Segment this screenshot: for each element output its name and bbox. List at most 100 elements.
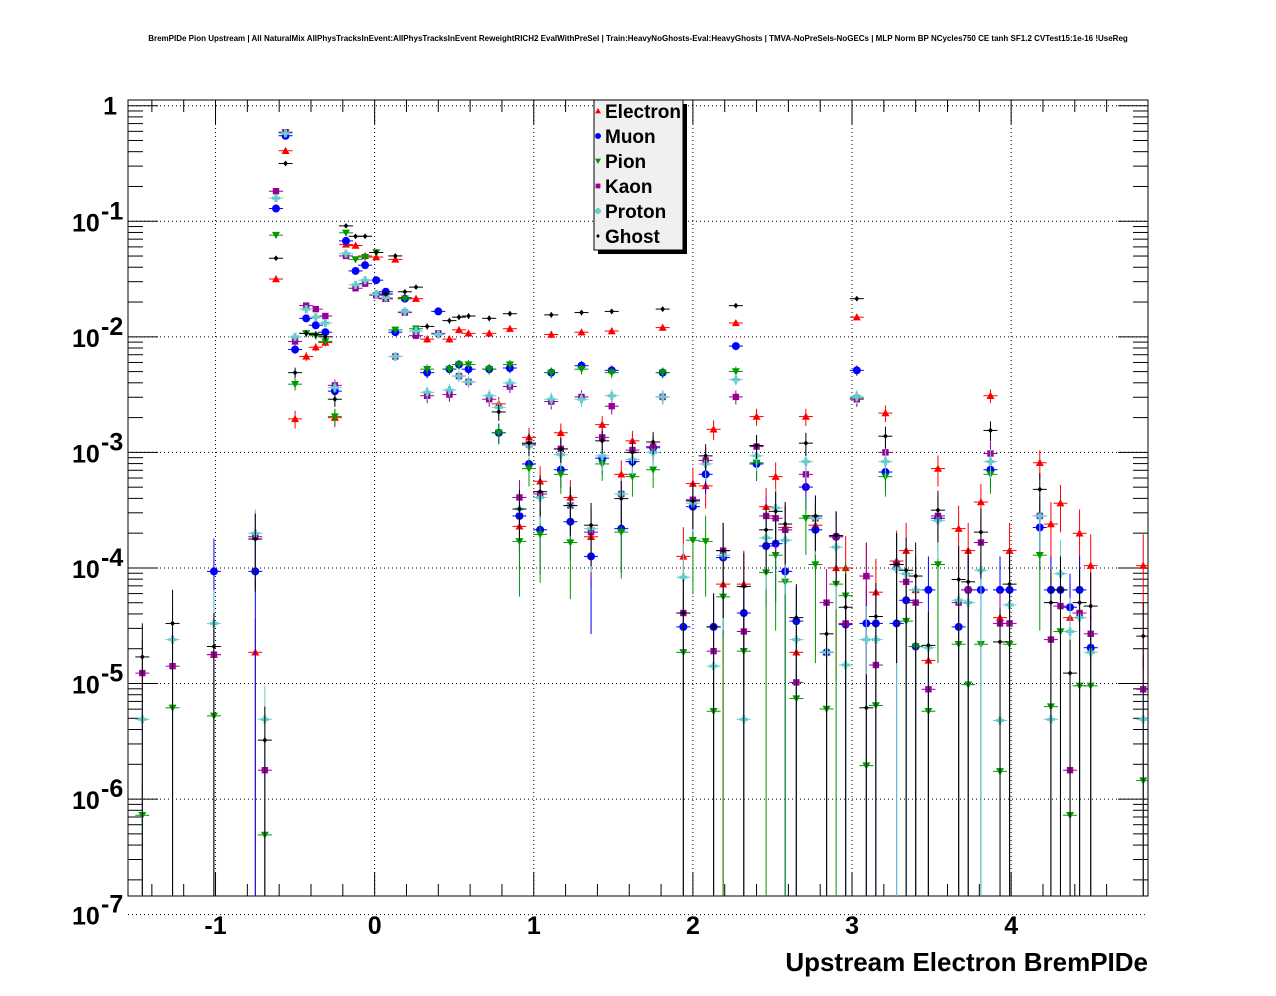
data-point-ghost: [292, 369, 298, 376]
data-point-ghost: [997, 639, 1003, 645]
data-point-pion: [400, 295, 409, 303]
data-point-electron: [752, 412, 761, 420]
x-tick-label: 4: [1004, 912, 1018, 940]
data-point-pion: [423, 365, 432, 374]
y-tick-label: 1: [103, 93, 117, 121]
data-point-ghost: [413, 284, 419, 290]
data-point-electron: [771, 472, 780, 480]
data-point-pion: [577, 365, 586, 374]
data-point-pion: [485, 365, 494, 374]
data-point-ghost: [517, 506, 522, 512]
data-point-ghost: [1037, 486, 1043, 493]
data-point-proton: [381, 293, 390, 302]
data-point-pion: [505, 361, 514, 369]
y-tick-label: 10: [72, 787, 100, 815]
y-tick-label: 10: [72, 672, 100, 700]
data-point-proton: [679, 573, 688, 582]
data-point-electron: [1046, 520, 1055, 528]
data-point-electron: [658, 323, 667, 331]
data-point-pion: [351, 256, 360, 264]
data-point-proton: [1035, 511, 1044, 520]
legend-marker-muon: [595, 133, 601, 139]
data-point-electron: [1139, 561, 1148, 569]
data-point-proton: [281, 129, 290, 138]
data-point-electron: [976, 498, 985, 506]
data-point-ghost: [873, 613, 879, 620]
data-point-ghost: [567, 502, 573, 509]
data-point-electron: [391, 255, 400, 263]
data-point-ghost: [526, 440, 532, 446]
data-point-ghost: [793, 614, 799, 621]
data-point-ghost: [283, 160, 288, 167]
data-point-pion: [628, 473, 637, 481]
data-point-ghost: [262, 737, 268, 743]
data-point-electron: [281, 146, 290, 154]
legend: Electron Muon Pion Kaon Proton Ghost: [593, 99, 687, 254]
data-point-proton: [311, 313, 320, 322]
data-point-proton: [271, 194, 280, 203]
legend-marker-electron: [595, 108, 601, 114]
data-point-pion: [811, 561, 820, 569]
data-point-ghost: [303, 330, 309, 337]
legend-label-muon: Muon: [605, 127, 656, 148]
data-point-ghost: [824, 631, 829, 637]
data-point-pion: [361, 253, 370, 262]
data-point-proton: [1066, 627, 1075, 636]
data-point-ghost: [1077, 599, 1082, 606]
data-point-electron: [607, 327, 616, 335]
data-point-ghost: [926, 642, 931, 649]
data-point-muon: [361, 261, 370, 270]
data-point-kaon: [322, 312, 329, 320]
data-point-ghost: [456, 314, 462, 320]
legend-label-electron: Electron: [605, 102, 681, 123]
data-point-ghost: [903, 567, 909, 574]
y-tick-exponent: -3: [101, 428, 123, 456]
legend-marker-proton: [595, 208, 601, 214]
data-point-ghost: [579, 309, 584, 316]
data-point-ghost: [956, 576, 962, 583]
data-point-ghost: [402, 288, 408, 295]
data-point-proton: [423, 388, 432, 397]
data-point-kaon: [863, 572, 870, 580]
data-point-pion: [556, 471, 565, 479]
data-point-pion: [494, 429, 503, 437]
data-point-ghost: [720, 547, 726, 554]
data-point-proton: [434, 330, 443, 339]
y-tick-label: 10: [72, 325, 100, 353]
data-point-pion: [524, 465, 533, 473]
data-point-electron: [271, 275, 280, 283]
data-point-muon: [311, 321, 320, 330]
data-point-ghost: [211, 643, 217, 650]
data-point-electron: [485, 329, 494, 337]
chart-title: BremPIDe Pion Upstream | All NaturalMix …: [148, 34, 1128, 43]
data-point-electron: [731, 318, 740, 327]
data-point-muon: [434, 307, 443, 316]
data-point-kaon: [272, 188, 280, 195]
data-point-electron: [709, 425, 718, 433]
data-point-ghost: [424, 323, 430, 330]
data-point-pion: [271, 231, 280, 240]
data-point-pion: [566, 539, 575, 547]
data-point-proton: [598, 451, 607, 460]
data-point-kaon: [312, 305, 319, 313]
data-point-ghost: [935, 507, 941, 513]
data-point-ghost: [392, 253, 398, 259]
data-point-kaon: [291, 338, 299, 345]
data-point-electron: [1086, 561, 1095, 569]
y-tick-label: 10: [72, 556, 100, 584]
data-point-ghost: [894, 561, 899, 568]
data-point-pion: [547, 369, 556, 377]
data-point-pion: [515, 538, 524, 546]
data-point-ghost: [833, 532, 839, 539]
data-point-proton: [577, 395, 586, 404]
data-point-ghost: [733, 302, 739, 309]
data-point-proton: [852, 392, 861, 401]
data-point-proton: [547, 395, 556, 404]
data-point-ghost: [362, 233, 368, 240]
legend-label-pion: Pion: [605, 152, 646, 173]
data-point-muon: [302, 314, 311, 323]
data-point-ghost: [558, 446, 564, 452]
data-point-ghost: [1067, 670, 1073, 676]
data-point-electron: [881, 409, 890, 417]
